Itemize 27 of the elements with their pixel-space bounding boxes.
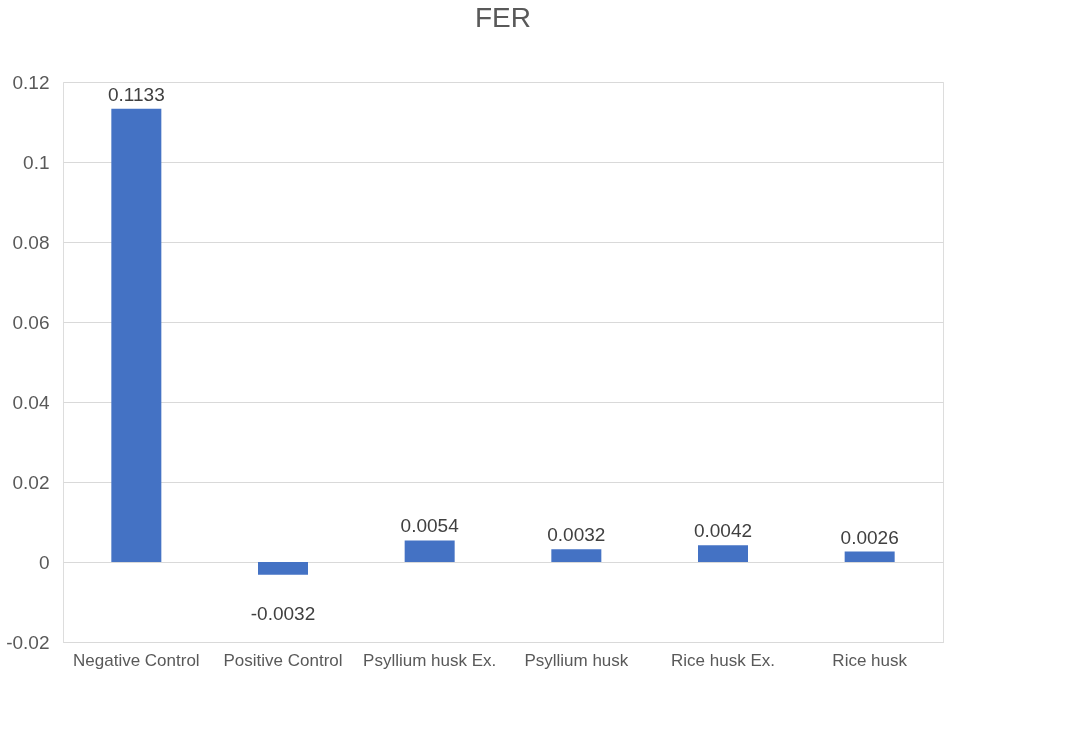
x-tick-label: Positive Control: [223, 650, 343, 670]
data-label: 0.0026: [840, 526, 899, 548]
y-tick-label: -0.02: [6, 631, 50, 653]
data-label: 0.0054: [400, 515, 460, 537]
y-tick-label: 0.12: [12, 71, 50, 93]
y-tick-label: 0: [38, 551, 50, 573]
y-tick-label: 0.08: [12, 231, 50, 253]
data-label: 0.1133: [107, 83, 165, 105]
bar: [551, 549, 602, 562]
x-tick-label: Psyllium husk: [524, 650, 629, 670]
y-tick-label: 0.04: [12, 391, 50, 413]
bar: [258, 562, 308, 575]
data-label: 0.0032: [547, 524, 606, 546]
x-tick-label: Rice husk Ex.: [671, 650, 775, 670]
bar: [111, 108, 162, 562]
y-tick-label: 0.1: [23, 151, 50, 173]
chart-title: FER: [475, 2, 531, 33]
data-label: -0.0032: [250, 602, 316, 624]
x-tick-label: Negative Control: [73, 650, 200, 670]
x-tick-label: Psyllium husk Ex.: [363, 650, 497, 670]
bar: [404, 540, 455, 562]
y-tick-label: 0.06: [12, 311, 50, 333]
data-label: 0.0042: [693, 520, 753, 542]
bar: [698, 545, 748, 562]
y-tick-label: 0.02: [12, 471, 50, 493]
bar: [844, 551, 895, 562]
x-tick-label: Rice husk: [832, 650, 908, 670]
